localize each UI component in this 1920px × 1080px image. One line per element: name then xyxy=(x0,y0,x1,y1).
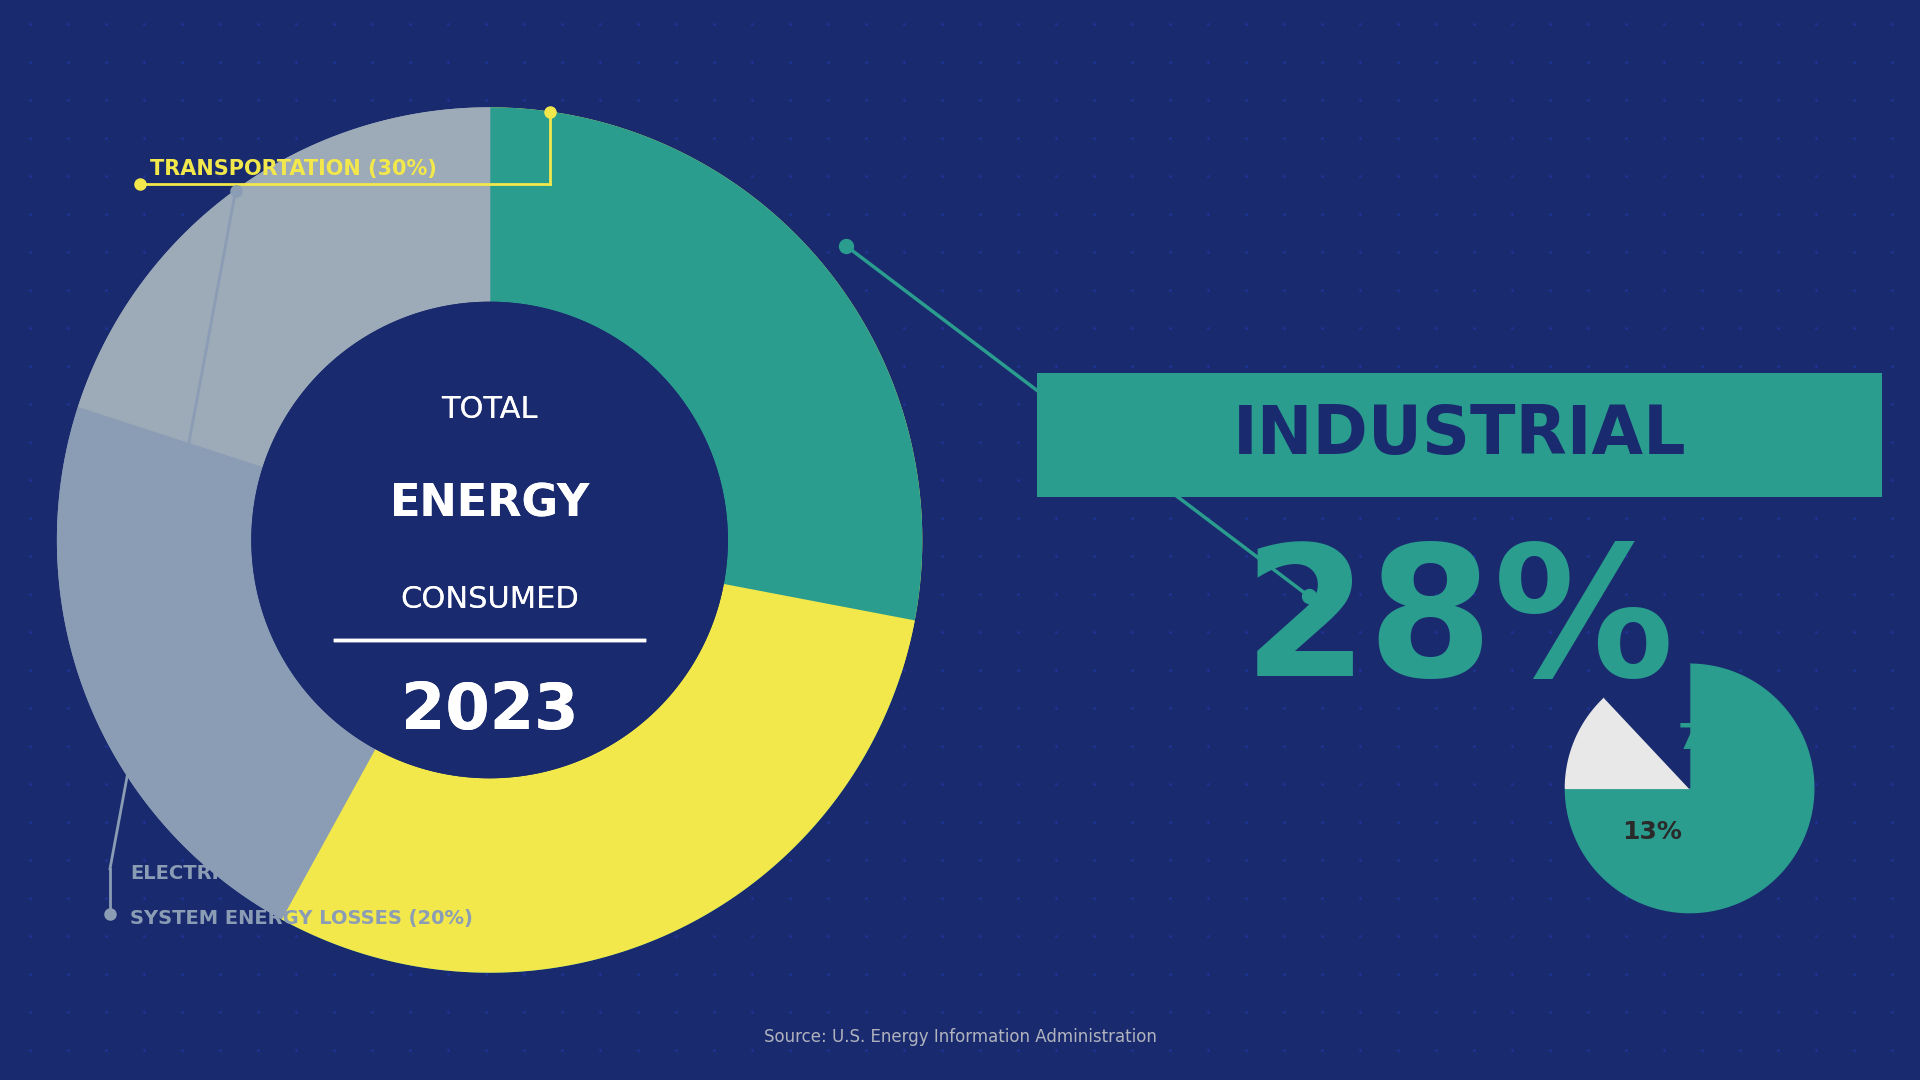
Polygon shape xyxy=(490,108,922,621)
Text: TOTAL: TOTAL xyxy=(442,395,538,423)
Text: ELECTRICAL: ELECTRICAL xyxy=(131,864,261,883)
Text: 75%: 75% xyxy=(1678,721,1764,756)
Polygon shape xyxy=(79,108,490,467)
Polygon shape xyxy=(282,613,900,972)
Text: 28%: 28% xyxy=(1242,539,1676,714)
Text: 2023: 2023 xyxy=(401,680,578,742)
Text: TRANSPORTATION (30%): TRANSPORTATION (30%) xyxy=(150,159,438,178)
Text: SYSTEM ENERGY LOSSES (20%): SYSTEM ENERGY LOSSES (20%) xyxy=(131,909,472,929)
Text: ENERGY: ENERGY xyxy=(390,483,589,526)
Text: 13%: 13% xyxy=(1622,820,1682,843)
Text: 2023: 2023 xyxy=(401,680,578,742)
Polygon shape xyxy=(1565,664,1814,913)
Polygon shape xyxy=(58,406,374,919)
Polygon shape xyxy=(1605,664,1690,788)
Polygon shape xyxy=(1565,698,1690,788)
Text: INDUSTRIAL: INDUSTRIAL xyxy=(1233,402,1686,468)
Text: CONSUMED: CONSUMED xyxy=(399,585,580,613)
Polygon shape xyxy=(252,302,728,778)
Polygon shape xyxy=(252,302,728,778)
Polygon shape xyxy=(282,584,914,972)
Text: TOTAL: TOTAL xyxy=(442,395,538,423)
Polygon shape xyxy=(79,108,490,467)
Polygon shape xyxy=(58,108,922,972)
Text: ENERGY: ENERGY xyxy=(390,483,589,526)
FancyBboxPatch shape xyxy=(1037,373,1882,497)
Text: Source: U.S. Energy Information Administration: Source: U.S. Energy Information Administ… xyxy=(764,1028,1156,1045)
Text: CONSUMED: CONSUMED xyxy=(399,585,580,613)
Polygon shape xyxy=(58,406,374,919)
Polygon shape xyxy=(490,108,922,674)
